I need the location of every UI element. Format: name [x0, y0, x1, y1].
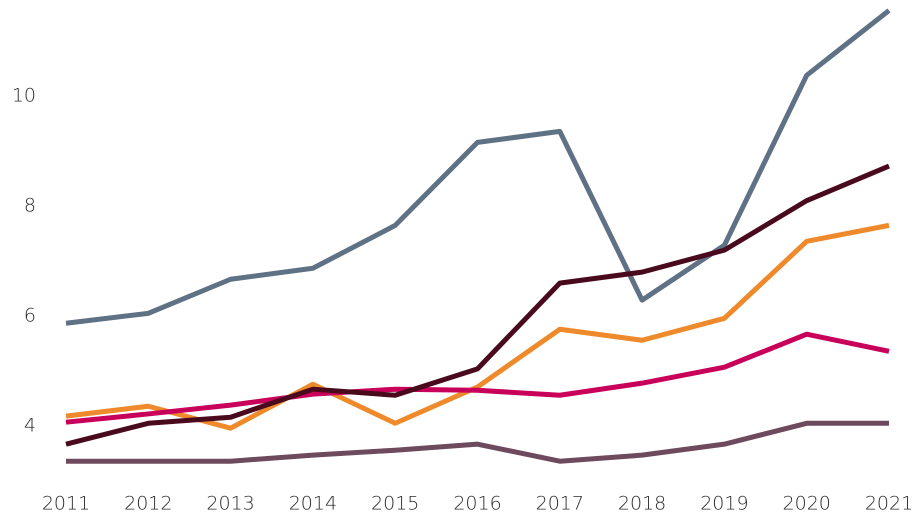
data-line — [65, 163, 890, 447]
x-tick-label: 2016 — [453, 493, 501, 515]
y-tick-label: 10 — [12, 85, 36, 107]
y-tick-label: 6 — [24, 305, 36, 327]
x-tick-label: 2017 — [536, 493, 584, 515]
x-tick-label: 2012 — [124, 493, 172, 515]
x-tick-label: 2018 — [618, 493, 666, 515]
x-tick-label: 2013 — [206, 493, 254, 515]
data-line — [66, 420, 889, 464]
y-tick-label: 8 — [24, 195, 36, 217]
x-tick-label: 2011 — [42, 493, 90, 515]
x-tick-label: 2020 — [783, 493, 831, 515]
data-line — [65, 331, 890, 425]
data-line — [65, 222, 890, 431]
x-tick-label: 2014 — [289, 493, 337, 515]
x-tick-label: 2021 — [865, 493, 913, 515]
y-tick-label: 4 — [24, 415, 36, 437]
x-tick-label: 2015 — [371, 493, 419, 515]
x-tick-label: 2019 — [700, 493, 748, 515]
data-line — [65, 8, 891, 326]
